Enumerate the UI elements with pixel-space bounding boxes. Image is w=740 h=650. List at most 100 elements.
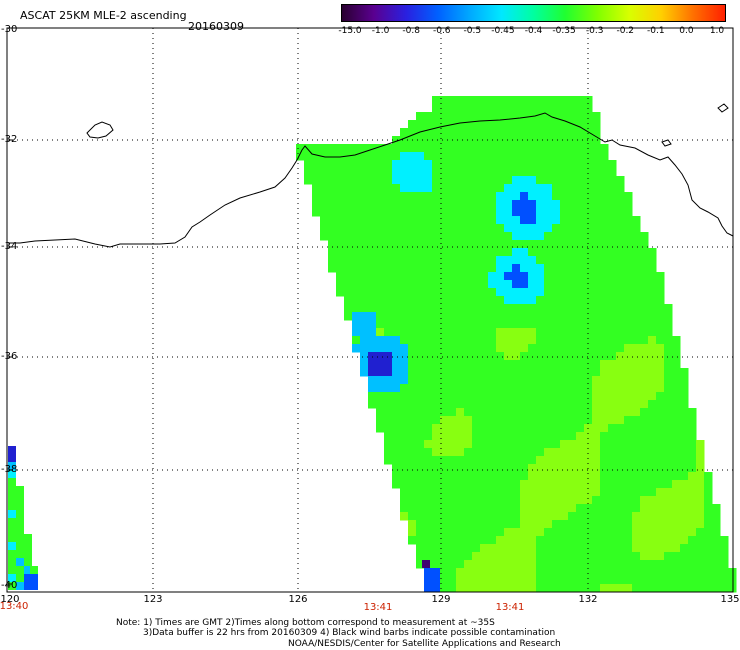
swath-cell [448,104,457,113]
swath-cell [632,328,641,337]
swath-cell [400,200,409,209]
swath-cell [552,96,561,105]
swath-cell [704,576,713,585]
swath-cell [320,224,329,233]
swath-cell [640,488,649,497]
swath-cell [352,280,361,289]
swath-cell [432,504,441,513]
swath-cell [432,216,441,225]
swath-cell [616,312,625,321]
swath-cell [400,280,409,289]
swath-cell [352,224,361,233]
swath-cell [576,376,585,385]
swath-cell [472,224,481,233]
swath-cell [536,488,545,497]
swath-cell [408,392,417,401]
swath-cell [504,96,513,105]
swath-cell [552,376,561,385]
swath-cell [672,352,681,361]
swath-cell [400,272,409,281]
swath-cell [672,496,681,505]
swath-cell [592,480,601,489]
swath-cell [360,288,369,297]
swath-cell [600,488,609,497]
swath-cell [408,464,417,473]
swath-cell [528,272,537,281]
swath-cell [424,544,433,553]
swath-cell [432,496,441,505]
swath-cell [600,456,609,465]
swath-cell [416,376,425,385]
swath-cell [416,480,425,489]
swath-cell [416,288,425,297]
swath-cell [592,288,601,297]
swath-cell [504,176,513,185]
swath-cell [656,456,665,465]
swath-cell [416,264,425,273]
swath-cell [552,384,561,393]
swath-cell [632,528,641,537]
swath-cell [472,328,481,337]
swath-cell [584,280,593,289]
swath-cell [384,192,393,201]
swath-cell [576,336,585,345]
swath-cell [512,208,521,217]
swath-cell [16,534,24,542]
swath-cell [456,352,465,361]
swath-cell [512,312,521,321]
swath-cell [600,344,609,353]
swath-cell [30,566,38,574]
swath-cell [376,344,385,353]
swath-cell [672,384,681,393]
swath-cell [464,368,473,377]
swath-cell [512,328,521,337]
swath-cell [480,344,489,353]
swath-cell [592,128,601,137]
swath-cell [608,184,617,193]
swath-cell [568,448,577,457]
swath-cell [320,168,329,177]
swath-cell [496,288,505,297]
swath-cell [408,528,417,537]
swath-cell [496,128,505,137]
swath-cell [320,208,329,217]
swath-cell [616,488,625,497]
swath-cell [552,216,561,225]
swath-cell [584,120,593,129]
swath-cell [600,312,609,321]
swath-cell [392,376,401,385]
swath-cell [456,504,465,513]
swath-cell [608,304,617,313]
swath-cell [648,464,657,473]
swath-cell [512,272,521,281]
swath-cell [528,584,537,593]
swath-cell [536,552,545,561]
swath-cell [552,424,561,433]
swath-cell [632,440,641,449]
swath-cell [688,424,697,433]
swath-cell [632,544,641,553]
swath-cell [504,328,513,337]
swath-cell [488,104,497,113]
swath-cell [16,526,24,534]
swath-cell [368,248,377,257]
swath-cell [464,248,473,257]
swath-cell [648,432,657,441]
swath-cell [472,264,481,273]
swath-cell [520,584,529,593]
swath-cell [480,96,489,105]
swath-cell [656,288,665,297]
swath-cell [408,232,417,241]
swath-cell [432,192,441,201]
swath-cell [520,488,529,497]
swath-cell [592,312,601,321]
swath-cell [464,544,473,553]
swath-cell [480,280,489,289]
swath-cell [560,400,569,409]
swath-cell [656,424,665,433]
swath-cell [368,400,377,409]
swath-cell [440,248,449,257]
swath-cell [512,224,521,233]
swath-cell [632,504,641,513]
swath-cell [480,424,489,433]
